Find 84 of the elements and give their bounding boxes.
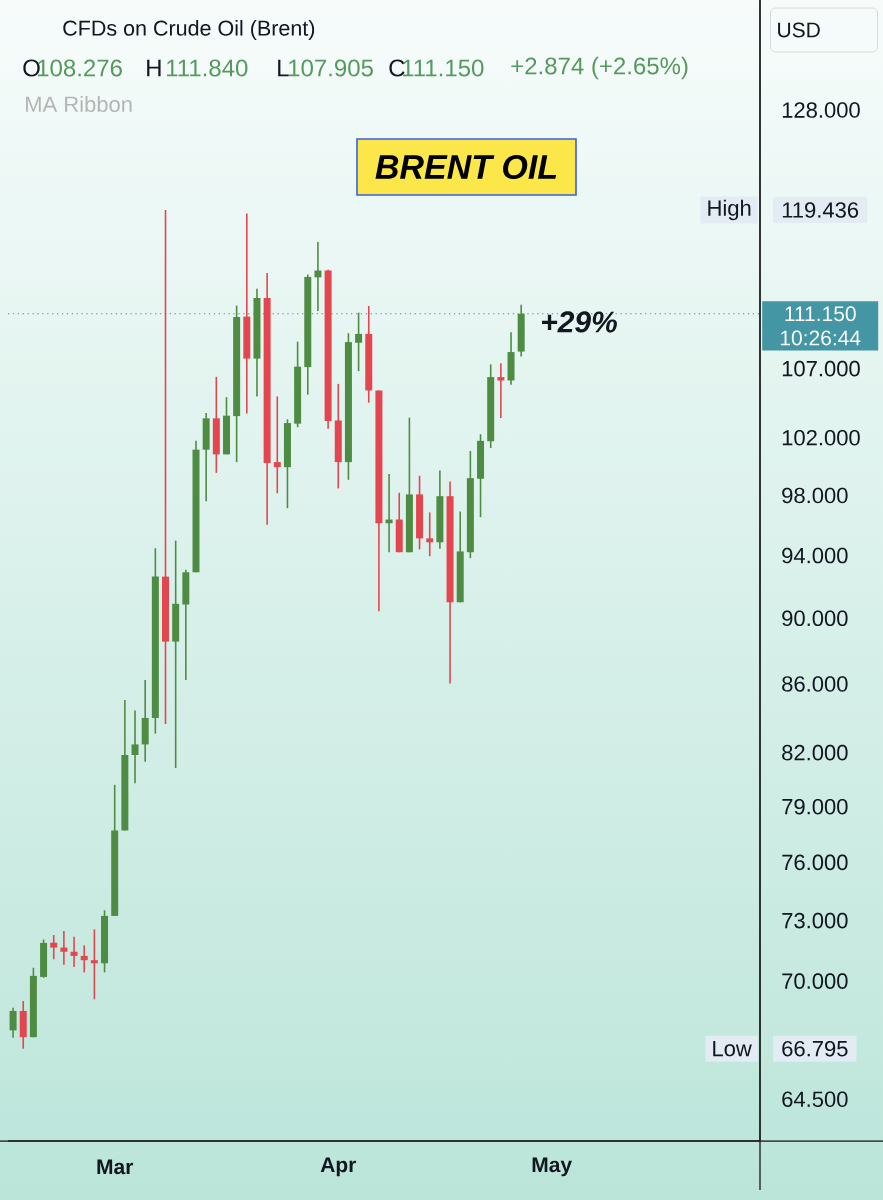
annotation: H: [147, 59, 161, 77]
x-tick-label: Mar: [97, 1159, 134, 1175]
annotation: MA Ribbon: [26, 95, 132, 113]
candlestick: [19, 1000, 27, 1050]
y-tick-label: 70.000: [782, 973, 848, 989]
candlestick: [50, 934, 58, 961]
candlestick: [60, 930, 68, 966]
candlestick: [212, 375, 220, 474]
candlestick: [172, 539, 180, 769]
candlestick: [9, 1006, 17, 1039]
candlestick: [365, 305, 373, 404]
annotation: +29%: [542, 311, 617, 333]
annotation: High: [708, 199, 751, 221]
candlestick: [111, 784, 119, 917]
text: 10:26:44: [780, 330, 861, 346]
y-tick-label: 102.000: [782, 429, 860, 446]
candlestick: [101, 909, 109, 974]
y-tick-label: 90.000: [782, 610, 848, 627]
candlestick: [446, 480, 454, 685]
text: USD: [778, 22, 820, 38]
candlestick: [405, 416, 413, 554]
y-tick-label: 73.000: [782, 912, 848, 929]
annotation: C: [389, 59, 405, 77]
candlestick: [70, 935, 78, 968]
candlestick: [344, 332, 352, 481]
candlestick: [253, 287, 261, 398]
candlestick: [324, 268, 332, 430]
candlestick: [436, 469, 444, 550]
candlestick: [192, 440, 200, 574]
annotation: Low: [713, 1041, 752, 1057]
annotation: 107.905: [289, 59, 373, 77]
candlestick: [182, 568, 190, 681]
candlestick: [416, 474, 424, 551]
candlestick: [80, 944, 88, 974]
candlestick: [131, 709, 139, 785]
annotation: +2.874 (+2.65%): [511, 56, 688, 80]
candlestick: [294, 340, 302, 428]
text: BRENT OIL: [375, 154, 557, 180]
candlestick: [29, 966, 37, 1038]
y-tick-label: 98.000: [782, 487, 848, 504]
ref-line-label: 111.150: [785, 306, 856, 322]
candlestick: [273, 395, 281, 495]
annotation: 111.150: [403, 59, 484, 77]
candlestick: [334, 383, 342, 490]
candlestick: [466, 450, 474, 559]
candlestick: [233, 304, 241, 463]
y-tick-label: 94.000: [782, 547, 848, 564]
annotation: O: [23, 59, 40, 77]
candlestick: [477, 433, 485, 518]
candlestick: [141, 679, 149, 763]
y-tick-label: 76.000: [782, 854, 848, 871]
candlestick: [517, 304, 525, 358]
annotation: 108.276: [38, 59, 122, 77]
y-tick-label: 128.000: [782, 102, 860, 118]
y-tick-label: 86.000: [782, 676, 848, 692]
y-tick-label: 79.000: [782, 798, 848, 815]
candlestick: [121, 699, 129, 832]
candlestick: [283, 418, 291, 509]
x-tick-label: Apr: [320, 1157, 357, 1177]
candlestick: [487, 363, 495, 449]
candlestick: [456, 510, 464, 604]
y-tick-label: 119.436: [782, 202, 859, 218]
candlestick: [90, 928, 98, 1001]
candlestick: [426, 511, 434, 557]
annotation: L: [278, 59, 289, 77]
candlestick: [243, 212, 251, 415]
y-tick-label: 66.795: [782, 1040, 848, 1057]
candlestick: [355, 311, 363, 372]
candlestick: [40, 938, 48, 979]
candlestick: [375, 389, 383, 613]
candlestick: [507, 331, 515, 386]
y-tick-label: 107.000: [782, 360, 860, 377]
y-tick-label: 82.000: [782, 744, 848, 761]
candlestick: [222, 396, 230, 456]
annotation: 111.840: [167, 59, 248, 77]
candlestick: [263, 272, 271, 526]
candlestick: [162, 209, 170, 725]
text: CFDs on Crude Oil (Brent): [63, 19, 315, 41]
candlestick: [395, 492, 403, 554]
candlestick: [202, 412, 210, 502]
candlestick: [304, 273, 312, 396]
x-tick-label: May: [532, 1157, 572, 1177]
candlestick: [151, 547, 159, 735]
y-tick-label: 64.500: [782, 1091, 848, 1108]
